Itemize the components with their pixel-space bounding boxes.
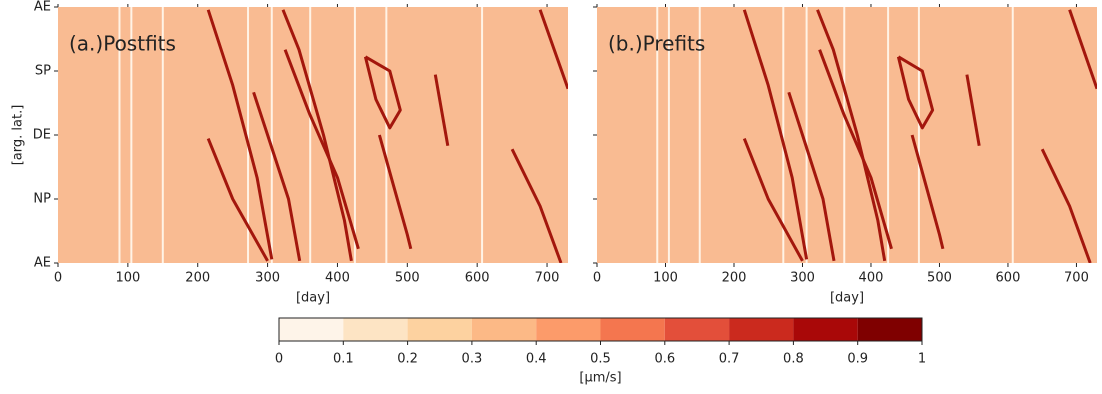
x-tick-label: 0: [593, 271, 601, 286]
colorbar-tick-label: 1: [918, 352, 926, 367]
colorbar-tick-label: 0.5: [590, 352, 611, 367]
colorbar-label: [μm/s]: [579, 371, 621, 386]
track: [896, 55, 935, 130]
x-tick-label: 200: [722, 271, 747, 286]
colorbar-tick-label: 0.7: [719, 352, 740, 367]
track: [377, 134, 413, 250]
x-axis-label: [day]: [830, 291, 864, 306]
x-tick-label: 400: [325, 271, 350, 286]
colorbar-tick-label: 0.2: [397, 352, 418, 367]
colorbar-tick-label: 0.4: [526, 352, 547, 367]
y-tick-label: NP: [33, 192, 51, 207]
colorbar-tick-label: 0.1: [333, 352, 354, 367]
track: [965, 74, 981, 146]
plot-area: [58, 7, 568, 263]
panel-title: (a.)Postfits: [69, 32, 176, 56]
x-tick-label: 700: [1064, 271, 1089, 286]
track: [1040, 148, 1092, 263]
track: [538, 9, 568, 90]
track: [818, 49, 893, 250]
track: [816, 9, 887, 262]
y-tick-label: AE: [34, 256, 51, 271]
colorbar-bin: [407, 318, 472, 341]
y-tick-label: SP: [35, 64, 51, 79]
track: [787, 91, 836, 262]
x-tick-label: 600: [465, 271, 490, 286]
colorbar-tick-label: 0.6: [654, 352, 675, 367]
x-tick-label: 600: [996, 271, 1021, 286]
track: [283, 49, 360, 250]
colorbar-bin: [857, 318, 922, 341]
y-tick-label: DE: [33, 128, 51, 143]
track: [742, 9, 809, 260]
plot-area: [597, 7, 1097, 263]
x-tick-label: 500: [395, 271, 420, 286]
track: [1068, 9, 1097, 90]
colorbar-bin: [471, 318, 537, 341]
colorbar-bin: [664, 318, 730, 341]
x-tick-label: 0: [54, 271, 62, 286]
track: [252, 91, 302, 262]
colorbar-bin: [729, 318, 794, 341]
colorbar-tick-label: 0.9: [847, 352, 868, 367]
x-tick-label: 400: [859, 271, 884, 286]
track: [910, 134, 945, 250]
track: [510, 148, 563, 263]
colorbar-bin: [279, 318, 344, 341]
x-tick-label: 300: [255, 271, 280, 286]
x-tick-label: 100: [115, 271, 140, 286]
colorbar-bin: [536, 318, 601, 341]
track: [433, 74, 450, 146]
x-tick-label: 500: [927, 271, 952, 286]
colorbar-tick-label: 0: [275, 352, 283, 367]
y-tick-label: AE: [34, 0, 51, 15]
panel-title: (b.)Prefits: [608, 32, 705, 56]
colorbar-bin: [793, 318, 858, 341]
x-tick-label: 700: [535, 271, 560, 286]
track: [206, 9, 274, 260]
colorbar-bin: [343, 318, 408, 341]
track: [363, 55, 402, 130]
colorbar-tick-label: 0.8: [783, 352, 804, 367]
track: [281, 9, 353, 262]
y-axis-label: [arg. lat.]: [11, 105, 26, 166]
x-tick-label: 300: [790, 271, 815, 286]
track: [206, 138, 269, 262]
track: [742, 138, 804, 262]
x-tick-label: 200: [185, 271, 210, 286]
x-tick-label: 100: [653, 271, 678, 286]
colorbar-tick-label: 0.3: [462, 352, 483, 367]
x-axis-label: [day]: [296, 291, 330, 306]
colorbar-bin: [600, 318, 665, 341]
